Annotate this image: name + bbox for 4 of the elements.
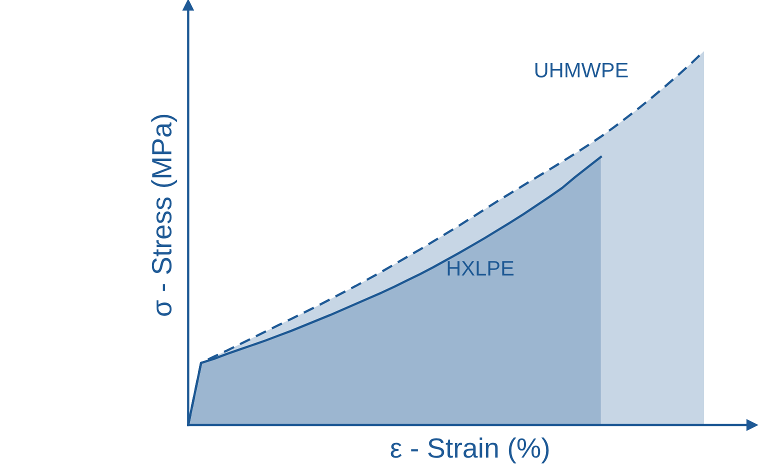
y-axis-title: σ - Stress (MPa) xyxy=(151,114,178,316)
series-label: UHMWPE xyxy=(535,62,628,78)
series-label: HXLPE xyxy=(448,261,514,276)
x-axis-title: ε - Strain (%) xyxy=(390,438,549,464)
